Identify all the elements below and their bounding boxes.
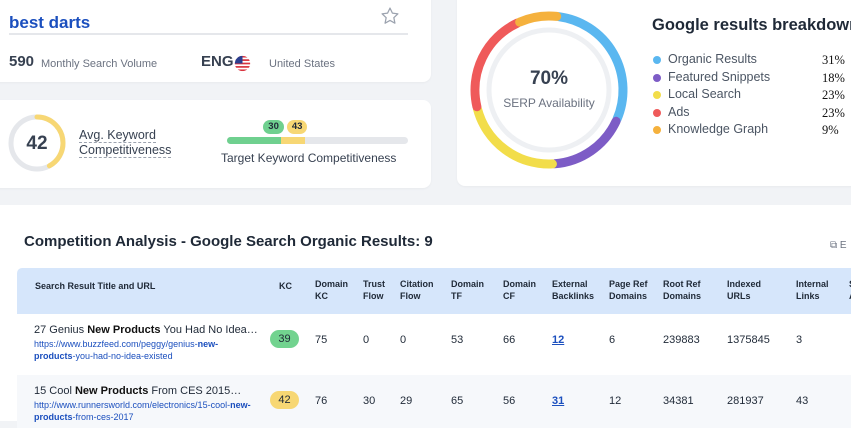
- donut-segment-3: [470, 18, 523, 112]
- domain-tf-cell: 53: [451, 334, 464, 346]
- column-header[interactable]: Indexed URLs: [727, 279, 762, 301]
- donut-segment-1: [550, 116, 621, 169]
- indexed-urls-cell: 281937: [727, 395, 764, 407]
- legend-dot: [653, 108, 661, 117]
- avg-kc-gauge: [8, 114, 66, 172]
- legend-dot: [653, 91, 661, 99]
- legend-value: 23%: [822, 88, 845, 102]
- domain-tf-cell: 65: [451, 395, 464, 407]
- serp-availability-label: SERP Availability: [503, 96, 595, 110]
- target-kc-low-fill: [227, 137, 282, 144]
- export-label: E: [839, 240, 847, 251]
- trust-flow-cell: 30: [363, 395, 376, 407]
- column-header[interactable]: Domain TF: [451, 279, 485, 301]
- donut-segment-2: [472, 104, 557, 169]
- country-name: United States: [269, 58, 336, 70]
- competition-analysis-section: Competition Analysis - Google Search Org…: [0, 205, 851, 428]
- avg-kc-value: 42: [26, 133, 48, 154]
- legend-dot: [653, 126, 661, 134]
- competition-title: Competition Analysis - Google Search Org…: [24, 233, 433, 250]
- table-header: Search Result Title and URL KC Domain KC Tr…: [17, 268, 851, 314]
- legend-value: 18%: [822, 70, 845, 85]
- result-url-link[interactable]: https://www.buzzfeed.com/peggy/genius-ne…: [34, 339, 219, 361]
- donut-segment-4: [515, 11, 562, 27]
- legend-dot: [653, 56, 661, 64]
- internal-links-cell: 43: [796, 395, 809, 407]
- kc-badge: 42: [270, 391, 299, 409]
- search-volume-value: 590: [9, 53, 35, 70]
- legend-label: Organic Results: [668, 52, 757, 66]
- keyword-card: best darts 590 Monthly Search Volume ENG…: [0, 0, 431, 82]
- trust-flow-cell: 0: [363, 334, 370, 346]
- avg-kc-label[interactable]: Avg. Keyword Competitiveness: [79, 128, 172, 158]
- legend-dot: [653, 73, 661, 82]
- column-header[interactable]: Page Ref Domains: [609, 279, 648, 301]
- legend-value: 9%: [822, 123, 839, 137]
- donut-segment-0: [554, 12, 628, 124]
- external-backlinks-cell[interactable]: 31: [552, 395, 565, 407]
- column-header[interactable]: Domain CF: [503, 279, 537, 301]
- external-link-icon: ⧉: [830, 240, 838, 251]
- column-header[interactable]: Citation Flow: [400, 279, 434, 301]
- legend-label: Featured Snippets: [668, 69, 771, 84]
- root-ref-domains-cell: 34381: [663, 395, 694, 407]
- internal-links-cell: 3: [796, 334, 803, 346]
- table-row: 27 Genius New Products You Had No Idea… h…: [17, 314, 851, 367]
- us-flag-icon: [234, 55, 251, 72]
- target-kc-high-badge: 43: [286, 120, 308, 134]
- citation-flow-cell: 0: [400, 334, 407, 346]
- export-button[interactable]: ⧉ E: [830, 240, 847, 251]
- page-ref-domains-cell: 12: [609, 395, 622, 407]
- legend-label: Ads: [668, 104, 690, 119]
- domain-cf-cell: 56: [503, 395, 516, 407]
- result-url-link[interactable]: http://www.runnersworld.com/electronics/…: [34, 400, 251, 422]
- target-kc-label: Target Keyword Competitiveness: [221, 151, 397, 165]
- column-header[interactable]: Domain KC: [315, 279, 349, 301]
- kc-badge: 39: [270, 330, 299, 348]
- root-ref-domains-cell: 239883: [663, 334, 700, 346]
- indexed-urls-cell: 1375845: [727, 334, 770, 346]
- legend-value: 31%: [822, 53, 845, 67]
- column-header[interactable]: KC: [279, 281, 292, 291]
- target-kc-low-badge: 30: [263, 120, 284, 134]
- legend-label: Local Search: [668, 87, 741, 101]
- column-header[interactable]: Search Result Title and URL: [35, 281, 156, 291]
- target-kc-high-fill: [281, 137, 305, 144]
- keyword-competitiveness-card: 42 Avg. Keyword Competitiveness 30 43 Ta…: [0, 100, 431, 188]
- serp-donut-chart: [470, 11, 628, 169]
- legend-label: Knowledge Graph: [668, 122, 769, 136]
- column-header[interactable]: External Backlinks: [552, 279, 595, 301]
- external-backlinks-cell[interactable]: 12: [552, 334, 565, 346]
- serp-availability-value: 70%: [529, 68, 569, 89]
- column-header[interactable]: Internal Links: [796, 279, 829, 301]
- star-icon[interactable]: [380, 6, 400, 26]
- serp-breakdown-card: 70% SERP Availability Google results bre…: [457, 0, 851, 186]
- divider: [9, 33, 408, 35]
- language-code: ENG: [201, 53, 234, 70]
- column-header[interactable]: S A: [849, 278, 851, 302]
- legend-value: 23%: [822, 105, 845, 120]
- result-title[interactable]: 27 Genius New Products You Had No Idea…: [34, 324, 258, 336]
- result-title[interactable]: 15 Cool New Products From CES 2015…: [34, 385, 242, 397]
- column-header[interactable]: Trust Flow: [363, 279, 386, 301]
- results-breakdown-title: Google results breakdown: [652, 16, 851, 34]
- citation-flow-cell: 29: [400, 395, 413, 407]
- page-ref-domains-cell: 6: [609, 334, 616, 346]
- domain-kc-cell: 75: [315, 334, 328, 346]
- column-header[interactable]: Root Ref Domains: [663, 279, 702, 301]
- domain-cf-cell: 66: [503, 334, 516, 346]
- table-row: 15 Cool New Products From CES 2015… http:…: [17, 375, 851, 428]
- domain-kc-cell: 76: [315, 395, 328, 407]
- keyword-title[interactable]: best darts: [9, 13, 91, 32]
- search-volume-label: Monthly Search Volume: [41, 58, 158, 70]
- target-kc-bar: [227, 137, 408, 144]
